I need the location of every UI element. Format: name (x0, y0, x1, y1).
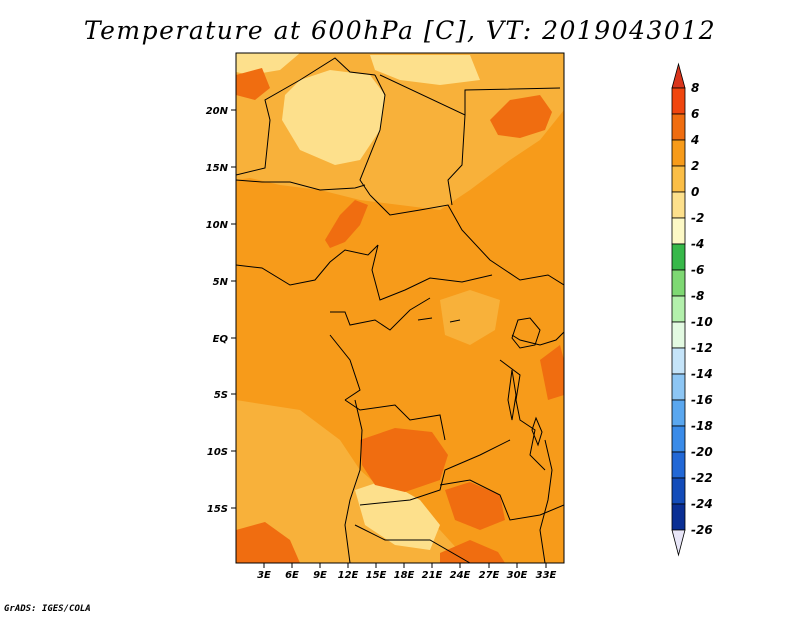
legend-swatch (671, 425, 686, 453)
lake-outline (449, 319, 461, 323)
lat-label: 5S (214, 390, 228, 401)
lake-outline (417, 317, 433, 321)
legend-label: 4 (690, 133, 699, 147)
lon-label: 6E (285, 570, 299, 581)
legend-swatch (671, 373, 686, 401)
legend-label: -24 (691, 497, 713, 511)
legend-label: -12 (691, 341, 713, 355)
country-borders (236, 57, 564, 563)
border-line (371, 244, 493, 301)
border-line (499, 359, 546, 471)
lon-label: 27E (479, 570, 500, 581)
map-frame (235, 52, 565, 564)
color-legend: 8 6 4 2 0 -2 -4 -6 -8 -10 -12 -14 -16 -1… (671, 62, 713, 557)
legend-label: -4 (691, 237, 704, 251)
border-line (330, 297, 431, 331)
legend-swatch (671, 321, 686, 349)
field-warm-nw (236, 68, 270, 100)
field-warm-nigeria (325, 200, 368, 248)
lake-outline (511, 317, 541, 349)
legend-arrow-top (671, 62, 686, 89)
lon-label: 9E (313, 570, 327, 581)
border-line (329, 334, 361, 401)
legend-label: -2 (691, 211, 704, 225)
legend-label: 0 (691, 185, 699, 199)
border-line (344, 399, 446, 441)
lon-label: 12E (338, 570, 359, 581)
legend-label: -6 (691, 263, 704, 277)
legend-label: -18 (691, 419, 713, 433)
legend-swatch (671, 243, 686, 271)
legend-swatch (671, 217, 686, 245)
border-line (236, 244, 379, 286)
lat-label: 10N (206, 220, 229, 231)
field-cool-north (370, 55, 480, 85)
lat-label: 15S (207, 504, 228, 515)
longitude-axis: 3E 6E 9E 12E 15E 18E 21E 24E 27E 30E 33E (257, 563, 557, 581)
field-cool-sahara (282, 70, 385, 165)
field-warm-east (540, 345, 564, 400)
legend-swatch (671, 87, 686, 115)
border-line (344, 399, 363, 563)
legend-label: -10 (691, 315, 713, 329)
legend-label: -16 (691, 393, 713, 407)
border-line (236, 57, 376, 176)
lat-label: 5N (213, 277, 229, 288)
legend-label: 2 (691, 159, 699, 173)
lon-label: 24E (450, 570, 471, 581)
legend-label: -14 (691, 367, 713, 381)
lon-label: 3E (257, 570, 271, 581)
legend-swatch (671, 503, 686, 531)
legend-swatch (671, 477, 686, 505)
legend-label: -8 (691, 289, 704, 303)
lat-label: 15N (206, 163, 229, 174)
grads-credit: GrADS: IGES/COLA (4, 604, 91, 614)
legend-swatch (671, 451, 686, 479)
lon-label: 30E (507, 570, 528, 581)
legend-swatch (671, 113, 686, 141)
field-warm-sw (236, 522, 300, 563)
border-line (511, 331, 564, 346)
border-line (379, 74, 561, 116)
legend-swatch (671, 269, 686, 297)
lon-label: 33E (536, 570, 557, 581)
lake-outline (507, 369, 517, 421)
border-line (354, 524, 471, 563)
legend-label: 6 (691, 107, 699, 121)
latitude-axis: 20N 15N 10N 5N EQ 5S 10S 15S (206, 106, 236, 515)
field-cool-south (355, 480, 440, 550)
border-line (369, 194, 564, 286)
field-warm-angola (360, 428, 448, 492)
legend-swatch (671, 139, 686, 167)
lon-label: 18E (394, 570, 415, 581)
lat-label: 20N (206, 106, 229, 117)
field-warm-south (440, 540, 505, 563)
legend-label: -20 (691, 445, 713, 459)
legend-label: -26 (691, 523, 713, 537)
field-band-central (440, 290, 500, 345)
lon-label: 21E (422, 570, 443, 581)
legend-swatch (671, 347, 686, 375)
field-cool-nw (236, 53, 300, 75)
legend-label: -22 (691, 471, 713, 485)
lat-label: 10S (207, 447, 228, 458)
legend-label: 8 (691, 81, 699, 95)
legend-swatch (671, 399, 686, 427)
legend-swatch (671, 191, 686, 219)
lake-outline (531, 416, 543, 447)
legend-swatch (671, 165, 686, 193)
temperature-field (236, 53, 564, 563)
chart-title: Temperature at 600hPa [C], VT: 201904301… (83, 16, 717, 45)
border-line (236, 179, 366, 191)
lon-label: 15E (366, 570, 387, 581)
border-line (447, 114, 466, 206)
border-line (539, 439, 553, 563)
field-warm-zambia (445, 482, 505, 530)
legend-swatch (671, 295, 686, 323)
field-warm-ne (490, 95, 552, 138)
border-line (359, 439, 511, 506)
lat-label: EQ (213, 334, 229, 345)
legend-arrow-bottom (671, 529, 686, 557)
